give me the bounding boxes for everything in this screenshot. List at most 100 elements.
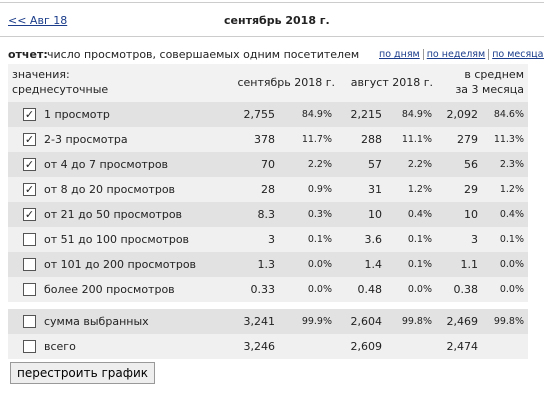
percent-cell: 99.9%	[301, 316, 332, 327]
period-link[interactable]: по дням	[379, 49, 420, 60]
checkbox[interactable]: ✓	[23, 133, 36, 146]
row-label: от 101 до 200 просмотров	[44, 258, 197, 271]
value-cell: 288	[361, 133, 382, 146]
header-cell: за 3 месяца	[455, 83, 524, 96]
percent-cell: 0.0%	[307, 284, 332, 295]
checkbox[interactable]: ✓	[23, 208, 36, 221]
value-cell: 10	[464, 208, 478, 221]
row-label: более 200 просмотров	[44, 283, 175, 296]
header-cell: среднесуточные	[12, 83, 109, 96]
period-links: по дням по неделям по месяцам	[379, 49, 544, 60]
percent-cell: 84.6%	[493, 109, 524, 120]
row-label: от 4 до 7 просмотров	[44, 158, 169, 171]
value-cell: 70	[261, 158, 275, 171]
value-cell: 3.6	[364, 233, 383, 246]
value-cell: 57	[368, 158, 382, 171]
header-cell: август 2018 г.	[350, 76, 433, 89]
checkbox[interactable]: ✓	[23, 158, 36, 171]
checkbox[interactable]: ✓	[23, 183, 36, 196]
percent-cell: 0.1%	[407, 259, 432, 270]
separator	[488, 49, 490, 60]
percent-cell: 0.9%	[307, 184, 332, 195]
percent-cell: 11.3%	[493, 134, 524, 145]
checkbox[interactable]: ✓	[23, 108, 36, 121]
header-cell: сентябрь 2018 г.	[237, 76, 335, 89]
percent-cell: 0.0%	[307, 259, 332, 270]
checkbox[interactable]	[23, 283, 36, 296]
percent-cell: 11.1%	[401, 134, 432, 145]
percent-cell: 0.1%	[499, 234, 524, 245]
checkbox[interactable]	[23, 233, 36, 246]
percent-cell: 99.8%	[401, 316, 432, 327]
table-row: ✓ от 21 до 50 просмотров 8.3 0.3% 10 0.4% 10 0.…	[8, 202, 528, 227]
percent-cell: 0.4%	[499, 209, 524, 220]
header-row: значения: среднесуточные сентябрь 2018 г. а…	[8, 64, 528, 102]
table-row: от 101 до 200 просмотров 1.3 0.0% 1.4 0.1% 1.…	[8, 252, 528, 277]
rebuild-button[interactable]: перестроить график	[10, 362, 156, 384]
value-cell: 279	[457, 133, 478, 146]
value-cell: 2,755	[243, 108, 276, 121]
separator	[422, 49, 424, 60]
row-label: 1 просмотр	[44, 108, 110, 121]
table-row: ✓ 2-3 просмотра 378 11.7% 288 11.1% 279 11.3%	[8, 127, 528, 152]
period-link[interactable]: по месяцам	[492, 49, 544, 60]
row-label: всего	[44, 340, 76, 353]
percent-cell: 0.3%	[307, 209, 332, 220]
table-row: ✓ от 4 до 7 просмотров 70 2.2% 57 2.2% 56 2.3%	[8, 152, 528, 177]
table-row: ✓ 1 просмотр 2,755 84.9% 2,215 84.9% 2,092 84.6…	[8, 102, 528, 127]
percent-cell: 2.3%	[499, 159, 524, 170]
report-label: отчет:	[8, 48, 48, 61]
value-cell: 31	[368, 183, 382, 196]
value-cell: 28	[261, 183, 275, 196]
value-cell: 378	[254, 133, 275, 146]
percent-cell: 84.9%	[401, 109, 432, 120]
value-cell: 2,474	[446, 340, 479, 353]
percent-cell: 0.0%	[499, 284, 524, 295]
report-text: число просмотров, совершаемых одним посе…	[47, 48, 360, 61]
percent-cell: 0.0%	[407, 284, 432, 295]
checkbox[interactable]	[23, 340, 36, 353]
period-link[interactable]: по неделям	[426, 49, 486, 60]
percent-cell: 2.2%	[307, 159, 332, 170]
rule	[0, 36, 544, 37]
value-cell: 0.33	[250, 283, 276, 296]
value-cell: 2,609	[350, 340, 383, 353]
percent-cell: 84.9%	[301, 109, 332, 120]
value-cell: 10	[368, 208, 382, 221]
table-row: более 200 просмотров 0.33 0.0% 0.48 0.0% 0.38…	[8, 277, 528, 302]
row-label: от 51 до 100 просмотров	[44, 233, 190, 246]
value-cell: 1.1	[460, 258, 479, 271]
value-cell: 2,604	[350, 315, 383, 328]
percent-cell: 99.8%	[493, 316, 524, 327]
value-cell: 3,246	[243, 340, 276, 353]
percent-cell: 0.1%	[307, 234, 332, 245]
checkbox[interactable]	[23, 258, 36, 271]
percent-cell: 0.0%	[499, 259, 524, 270]
table-row: от 51 до 100 просмотров 3 0.1% 3.6 0.1% 3 0.1%	[8, 227, 528, 252]
value-cell: 2,215	[350, 108, 383, 121]
value-cell: 3	[268, 233, 275, 246]
percent-cell: 0.4%	[407, 209, 432, 220]
value-cell: 0.38	[453, 283, 479, 296]
value-cell: 56	[464, 158, 478, 171]
percent-cell: 11.7%	[301, 134, 332, 145]
table-row: сумма выбранных 3,241 99.9% 2,604 99.8% 2,469…	[8, 309, 528, 334]
checkbox[interactable]	[23, 315, 36, 328]
rule	[0, 2, 544, 3]
value-cell: 2,092	[446, 108, 479, 121]
percent-cell: 1.2%	[499, 184, 524, 195]
percent-cell: 0.1%	[407, 234, 432, 245]
prev-link[interactable]: << Авг 18	[8, 14, 68, 27]
value-cell: 2,469	[446, 315, 479, 328]
header-cell: значения:	[12, 68, 70, 81]
table-row: ✓ от 8 до 20 просмотров 28 0.9% 31 1.2% 29 1.2%	[8, 177, 528, 202]
row-label: сумма выбранных	[44, 315, 149, 328]
value-cell: 29	[464, 183, 478, 196]
percent-cell: 2.2%	[407, 159, 432, 170]
row-label: от 8 до 20 просмотров	[44, 183, 176, 196]
value-cell: 8.3	[257, 208, 276, 221]
value-cell: 1.3	[257, 258, 276, 271]
value-cell: 3	[471, 233, 478, 246]
row-label: от 21 до 50 просмотров	[44, 208, 183, 221]
header-cell: в среднем	[464, 68, 524, 81]
